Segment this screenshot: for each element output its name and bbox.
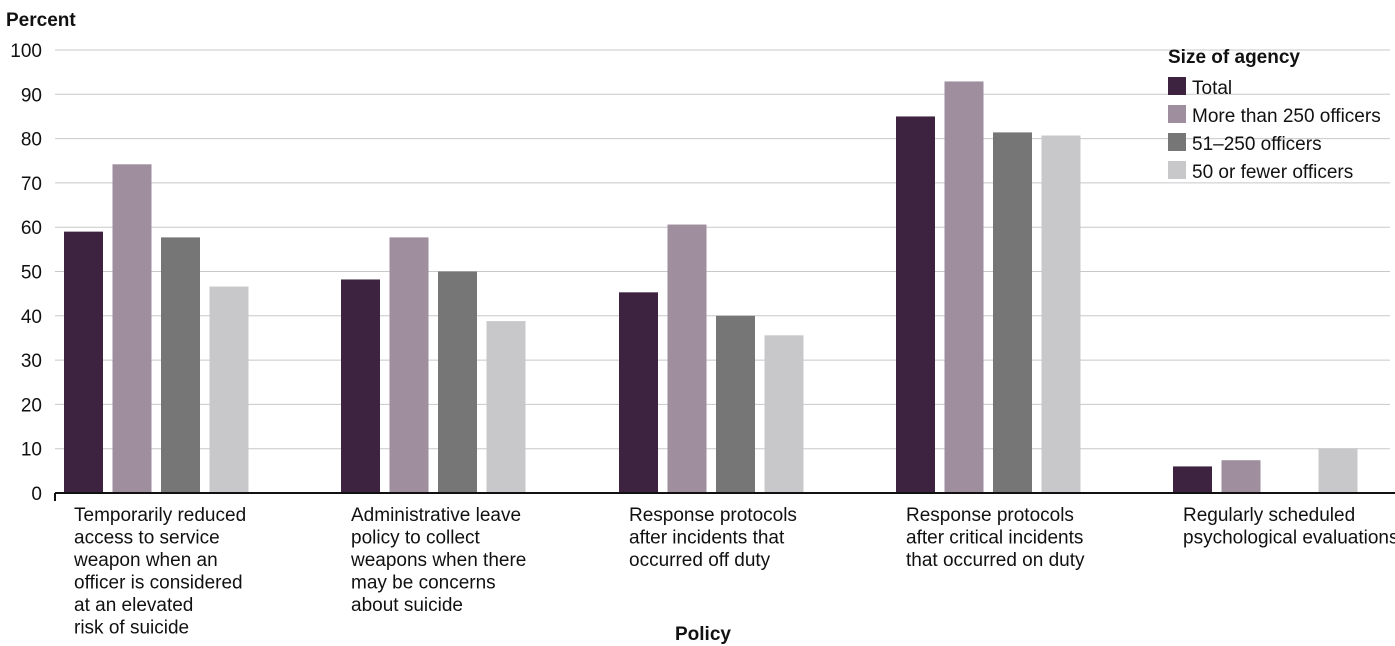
x-category-label: Temporarily reduced access to service weap… [73, 505, 246, 639]
axes: 0 10 20 30 40 50 60 70 80 90 100 [10, 41, 1395, 505]
legend-title: Size of agency [1168, 47, 1300, 68]
bar [1041, 135, 1081, 493]
bar [161, 237, 200, 493]
x-category-label: Response protocols after incidents that oc… [629, 505, 797, 571]
legend-swatch [1168, 77, 1186, 95]
legend-entry-label: More than 250 officers [1192, 106, 1381, 127]
y-tick-label: 50 [21, 263, 42, 284]
y-tick-label: 100 [10, 41, 42, 62]
x-axis-title: Policy [675, 624, 731, 645]
x-category-label: Administrative leave policy to collect wea… [350, 505, 526, 616]
bar [993, 132, 1032, 493]
bar [64, 231, 103, 493]
legend-entry-label: 50 or fewer officers [1192, 162, 1353, 183]
x-category-label: Response protocols after critical inciden… [906, 505, 1085, 571]
bar [389, 237, 429, 493]
legend-swatch [1168, 105, 1186, 123]
y-tick-label: 40 [21, 307, 42, 328]
bar [112, 164, 152, 493]
bar [486, 321, 526, 493]
y-tick-label: 80 [21, 130, 42, 151]
y-tick-label: 0 [31, 484, 42, 505]
y-tick-label: 10 [21, 440, 42, 461]
bars [64, 81, 1358, 494]
y-tick-label: 60 [21, 218, 42, 239]
bar [1318, 448, 1358, 493]
y-axis-title: Percent [6, 10, 76, 31]
bar [1173, 466, 1212, 493]
legend: Size of agency Total More than 250 office… [1168, 47, 1381, 183]
bar [896, 116, 935, 493]
y-tick-label: 90 [21, 85, 42, 106]
legend-swatch [1168, 161, 1186, 179]
y-tick-label: 20 [21, 395, 42, 416]
bar [667, 224, 707, 494]
y-tick-label: 70 [21, 174, 42, 195]
x-category-label: Regularly scheduled psychological evaluat… [1183, 505, 1395, 549]
bar [209, 286, 249, 493]
gridlines [55, 49, 1390, 450]
legend-swatch [1168, 133, 1186, 151]
bar [1221, 460, 1261, 493]
bar [438, 271, 477, 493]
bar [716, 315, 755, 493]
bar [764, 335, 804, 493]
bar [341, 279, 380, 493]
bar [619, 292, 658, 493]
legend-entry-label: Total [1192, 78, 1232, 99]
category-labels: Temporarily reduced access to service weap… [73, 505, 1395, 639]
y-tick-label: 30 [21, 351, 42, 372]
bar [944, 81, 984, 493]
legend-entry-label: 51–250 officers [1192, 134, 1322, 155]
